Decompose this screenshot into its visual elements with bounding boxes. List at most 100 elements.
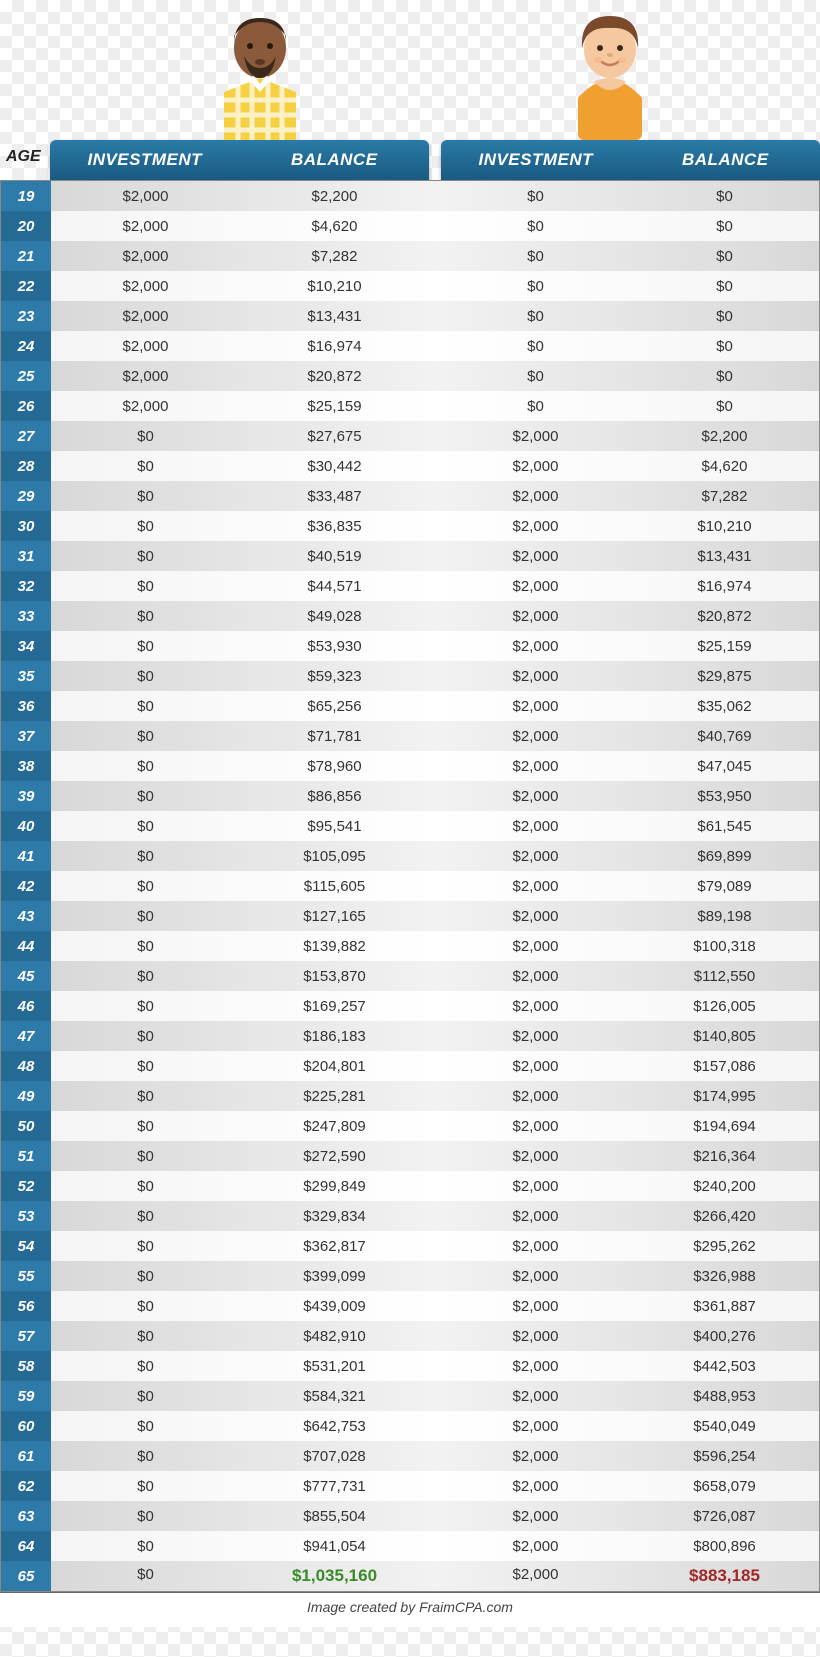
data-area: $0$59,323$2,000$29,875 (51, 661, 819, 691)
data-area: $0$272,590$2,000$216,364 (51, 1141, 819, 1171)
balance-right-cell: $726,087 (630, 1508, 819, 1525)
investment-right-cell: $2,000 (441, 488, 630, 505)
data-area: $0$115,605$2,000$79,089 (51, 871, 819, 901)
investment-left-cell: $0 (51, 818, 240, 835)
data-group-right: $0$0 (441, 398, 819, 415)
data-group-left: $0$44,571 (51, 578, 429, 595)
balance-left-cell: $65,256 (240, 698, 429, 715)
balance-left-cell: $707,028 (240, 1448, 429, 1465)
balance-right-cell: $540,049 (630, 1418, 819, 1435)
investment-left-cell: $0 (51, 968, 240, 985)
age-cell: 34 (1, 631, 51, 661)
investment-left-cell: $0 (51, 878, 240, 895)
data-group-right: $2,000$16,974 (441, 578, 819, 595)
table-row: 31$0$40,519$2,000$13,431 (1, 541, 819, 571)
balance-right-cell: $112,550 (630, 968, 819, 985)
data-group-left: $0$272,590 (51, 1148, 429, 1165)
table-row: 56$0$439,009$2,000$361,887 (1, 1291, 819, 1321)
investment-right-cell: $2,000 (441, 1538, 630, 1555)
investment-left-cell: $0 (51, 1358, 240, 1375)
data-group-right: $2,000$174,995 (441, 1088, 819, 1105)
data-group-right: $0$0 (441, 248, 819, 265)
balance-left-cell: $2,200 (240, 188, 429, 205)
investment-right-cell: $2,000 (441, 578, 630, 595)
investment-right-cell: $2,000 (441, 878, 630, 895)
investment-right-cell: $0 (441, 338, 630, 355)
data-group-right: $2,000$20,872 (441, 608, 819, 625)
investment-right-cell: $2,000 (441, 1328, 630, 1345)
balance-right-cell: $361,887 (630, 1298, 819, 1315)
age-cell: 45 (1, 961, 51, 991)
data-group-left: $0$139,882 (51, 938, 429, 955)
data-group-left: $2,000$25,159 (51, 398, 429, 415)
investment-right-cell: $2,000 (441, 998, 630, 1015)
age-cell: 37 (1, 721, 51, 751)
age-cell: 42 (1, 871, 51, 901)
table-row: 32$0$44,571$2,000$16,974 (1, 571, 819, 601)
investment-left-cell: $0 (51, 1148, 240, 1165)
data-group-left: $0$399,099 (51, 1268, 429, 1285)
balance-right-cell: $488,953 (630, 1388, 819, 1405)
header-balance-left: BALANCE (240, 150, 430, 170)
investment-left-cell: $0 (51, 1508, 240, 1525)
balance-right-cell: $0 (630, 278, 819, 295)
data-group-left: $0$584,321 (51, 1388, 429, 1405)
balance-left-cell: $53,930 (240, 638, 429, 655)
table-row: 26$2,000$25,159$0$0 (1, 391, 819, 421)
investment-left-cell: $0 (51, 1058, 240, 1075)
balance-right-cell: $658,079 (630, 1478, 819, 1495)
data-area: $0$439,009$2,000$361,887 (51, 1291, 819, 1321)
investment-left-cell: $0 (51, 1298, 240, 1315)
balance-left-cell: $362,817 (240, 1238, 429, 1255)
data-group-right: $2,000$883,185 (441, 1566, 819, 1586)
data-area: $0$482,910$2,000$400,276 (51, 1321, 819, 1351)
investment-right-cell: $2,000 (441, 1508, 630, 1525)
investment-right-cell: $2,000 (441, 668, 630, 685)
investment-right-cell: $2,000 (441, 758, 630, 775)
age-cell: 58 (1, 1351, 51, 1381)
balance-left-cell: $1,035,160 (240, 1566, 429, 1586)
data-group-left: $0$115,605 (51, 878, 429, 895)
balance-right-cell: $100,318 (630, 938, 819, 955)
data-group-right: $0$0 (441, 278, 819, 295)
data-group-left: $0$482,910 (51, 1328, 429, 1345)
data-group-left: $0$30,442 (51, 458, 429, 475)
table-row: 42$0$115,605$2,000$79,089 (1, 871, 819, 901)
balance-right-cell: $0 (630, 338, 819, 355)
data-group-left: $2,000$7,282 (51, 248, 429, 265)
table-row: 48$0$204,801$2,000$157,086 (1, 1051, 819, 1081)
data-group-right: $2,000$112,550 (441, 968, 819, 985)
balance-right-cell: $326,988 (630, 1268, 819, 1285)
balance-left-cell: $584,321 (240, 1388, 429, 1405)
investment-right-cell: $0 (441, 278, 630, 295)
data-group-left: $0$169,257 (51, 998, 429, 1015)
data-area: $2,000$25,159 $0$0 (51, 391, 819, 421)
data-group-left: $0$707,028 (51, 1448, 429, 1465)
balance-left-cell: $115,605 (240, 878, 429, 895)
balance-right-cell: $266,420 (630, 1208, 819, 1225)
age-cell: 46 (1, 991, 51, 1021)
investment-right-cell: $0 (441, 308, 630, 325)
table-row: 36$0$65,256$2,000$35,062 (1, 691, 819, 721)
table-row: 35$0$59,323$2,000$29,875 (1, 661, 819, 691)
table-row: 46$0$169,257 $2,000$126,005 (1, 991, 819, 1021)
investment-right-cell: $2,000 (441, 938, 630, 955)
investment-right-cell: $0 (441, 188, 630, 205)
data-area: $2,000$2,200$0$0 (51, 181, 819, 211)
age-cell: 35 (1, 661, 51, 691)
avatars-row (0, 0, 820, 140)
balance-right-cell: $126,005 (630, 998, 819, 1015)
balance-right-cell: $295,262 (630, 1238, 819, 1255)
investment-right-cell: $0 (441, 218, 630, 235)
avatar-late-investor-icon (550, 0, 670, 140)
table-row: 59$0$584,321$2,000$488,953 (1, 1381, 819, 1411)
balance-right-cell: $13,431 (630, 548, 819, 565)
data-area: $0$71,781$2,000$40,769 (51, 721, 819, 751)
header-group-left: INVESTMENT BALANCE (50, 140, 429, 180)
investment-left-cell: $0 (51, 1118, 240, 1135)
data-group-right: $2,000$7,282 (441, 488, 819, 505)
data-area: $0$399,099 $2,000$326,988 (51, 1261, 819, 1291)
balance-left-cell: $777,731 (240, 1478, 429, 1495)
data-group-right: $2,000$326,988 (441, 1268, 819, 1285)
data-area: $0$777,731$2,000$658,079 (51, 1471, 819, 1501)
